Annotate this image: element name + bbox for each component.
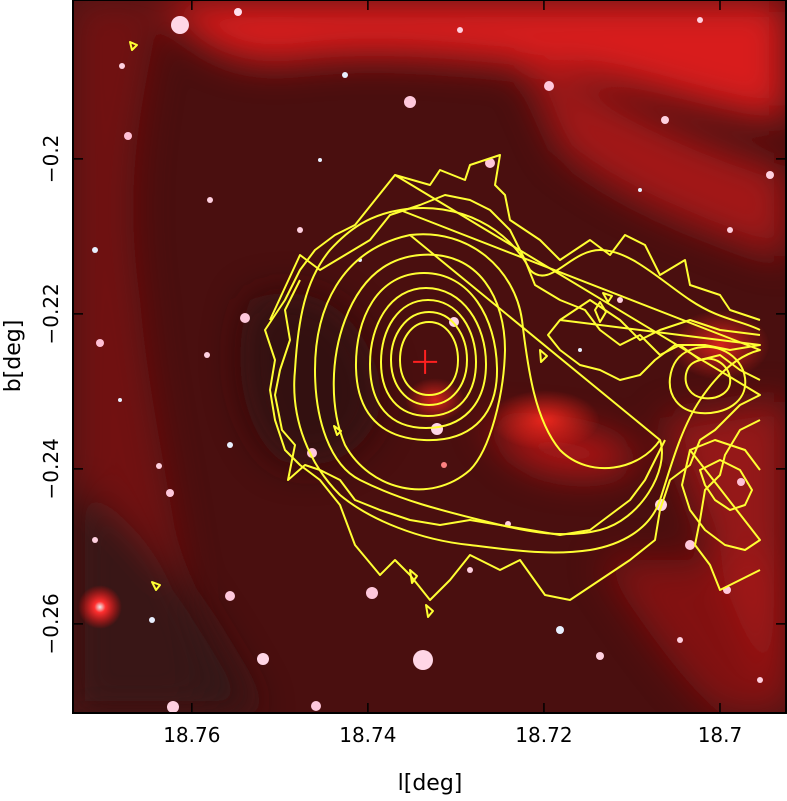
contour-small-5 [594, 301, 607, 323]
contour-se-lobe-2 [681, 439, 761, 551]
contour-core-4 [369, 287, 487, 429]
x-tick-label: 18.72 [515, 723, 572, 747]
contour-small-7 [409, 569, 418, 584]
contour-small-2 [151, 581, 161, 591]
contour-core-3 [380, 299, 477, 417]
x-tick-label: 18.74 [339, 723, 396, 747]
y-tick-label: −0.26 [39, 593, 63, 654]
contour-small-4 [539, 349, 548, 363]
contour-core-2 [390, 311, 468, 406]
plot-frame [72, 0, 787, 714]
contour-east-knot-2 [668, 345, 747, 415]
contour-small-6 [333, 425, 342, 436]
contour-mid-1 [332, 253, 506, 491]
contour-outer-3 [269, 194, 761, 591]
contour-se-lobe [699, 459, 753, 511]
contour-outer-4 [274, 279, 666, 536]
contour-outer-2 [264, 154, 761, 601]
y-axis: −0.2 −0.22 −0.24 −0.26 [39, 135, 786, 655]
star-field [92, 8, 774, 713]
contour-ne-lobe [547, 299, 761, 381]
x-axis-label: l[deg] [398, 771, 463, 796]
contour-mid-2 [314, 233, 663, 536]
x-tick-label: 18.76 [163, 723, 220, 747]
source-marker [413, 349, 438, 374]
y-tick-label: −0.2 [39, 135, 63, 184]
contour-core-5 [354, 272, 499, 442]
y-tick-label: −0.22 [39, 283, 63, 344]
contour-core-1 [399, 321, 459, 396]
contour-east-knot [684, 357, 732, 400]
sky-image [73, 0, 786, 713]
x-axis: 18.76 18.74 18.72 18.7 [163, 0, 742, 747]
x-tick-label: 18.7 [698, 723, 743, 747]
contours [129, 41, 761, 618]
contour-outer-1 [293, 207, 761, 554]
contour-small-8 [425, 604, 434, 618]
y-tick-label: −0.24 [39, 438, 63, 499]
contour-small-1 [129, 41, 138, 51]
contour-small-3 [602, 292, 613, 303]
y-axis-label: b[deg] [1, 320, 26, 393]
